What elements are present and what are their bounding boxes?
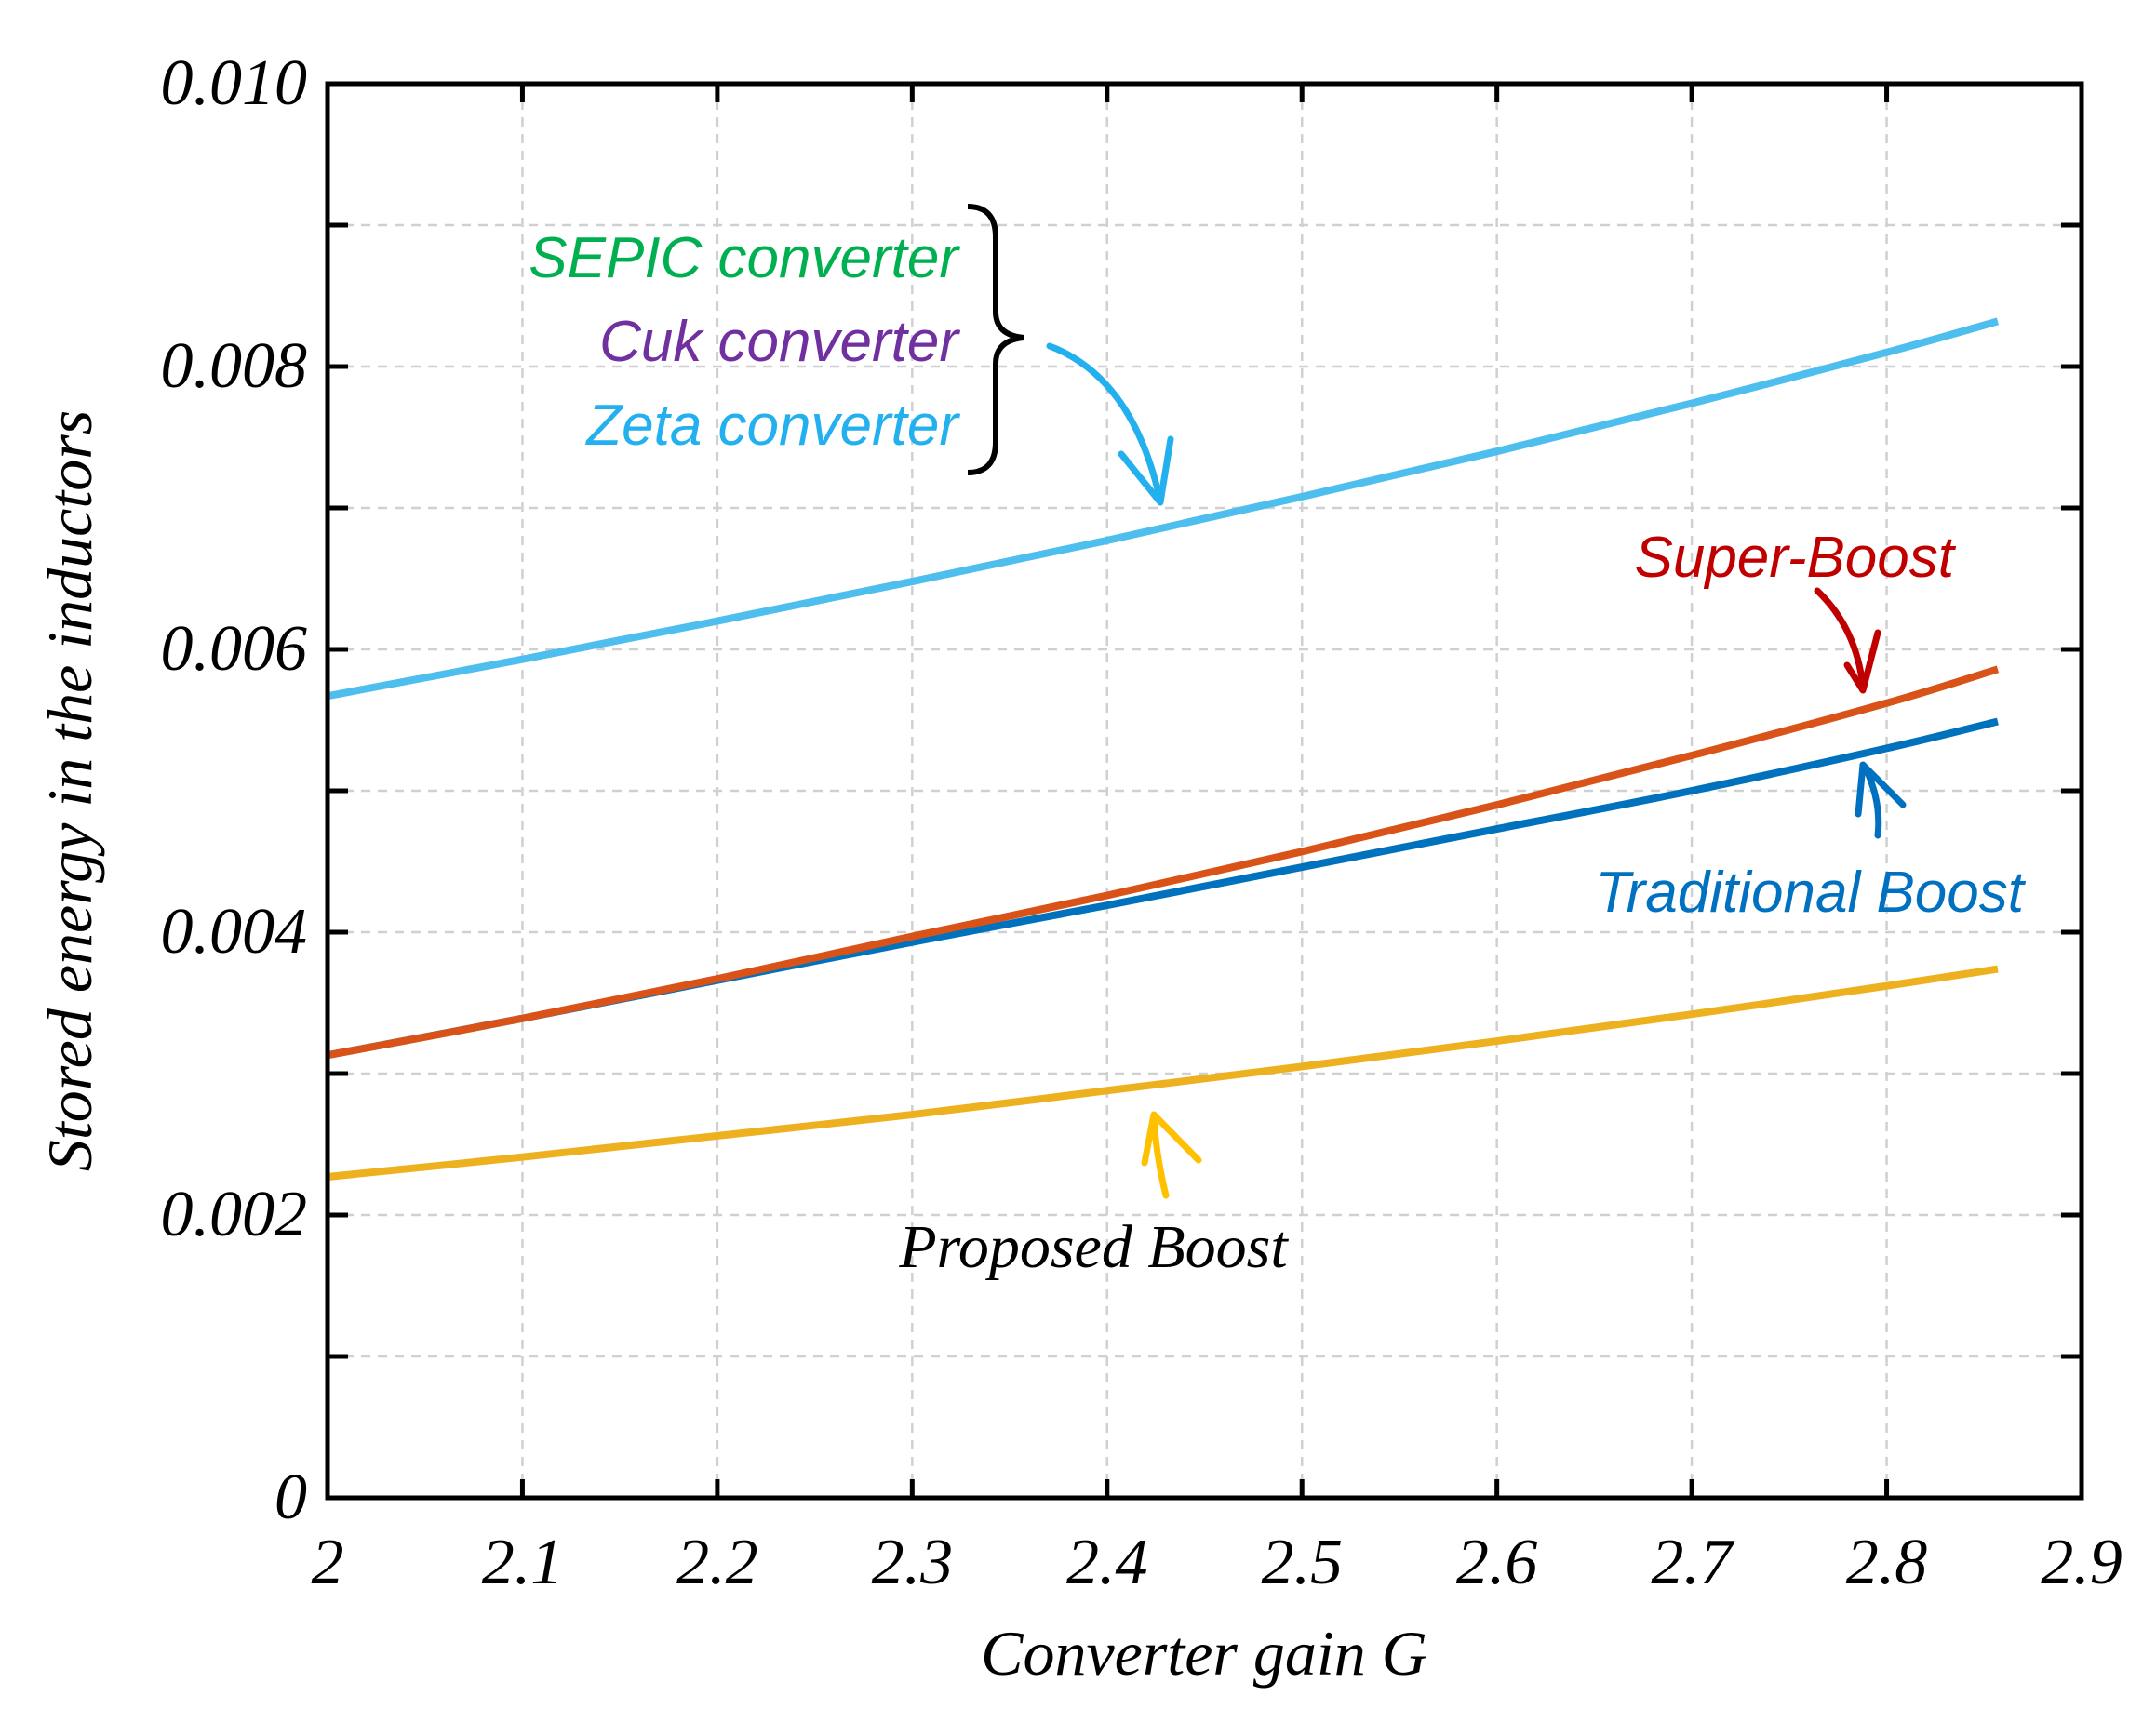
annotation-zeta: Zeta converter [584,394,960,458]
annotation-proposed-boost: Proposed Boost [898,1213,1289,1281]
x-tick-label: 2.2 [676,1527,758,1598]
x-tick-label: 2.8 [1846,1527,1928,1598]
x-tick-label: 2.9 [2041,1527,2123,1598]
annotation-arrow-zeta [1046,342,1162,497]
series-layer [327,317,2000,1181]
x-tick-label: 2.6 [1456,1527,1538,1598]
annotation-arrow-super-boost [1814,587,1867,690]
x-tick-label: 2.3 [872,1527,954,1598]
annotation-sepic: SEPIC converter [529,226,960,290]
ticks [325,81,2084,1501]
arrowhead-zeta-icon [1118,435,1174,506]
y-tick-label: 0 [275,1462,307,1533]
series-line-super-boost [327,665,2000,1060]
x-tick-label: 2.5 [1261,1527,1343,1598]
x-tick-label: 2 [312,1527,344,1598]
y-tick-label: 0.004 [161,896,308,968]
x-axis-title: Converter gain G [981,1618,1427,1689]
tick-labels: 2 2.1 2.2 2.3 2.4 2.5 2.6 2.7 2.8 2.9 0 0.002 0.004 0… [161,47,2123,1598]
arrowhead-proposed-boost-icon [1141,1111,1202,1167]
annotation-traditional-boost: Traditional Boost [1595,861,2026,925]
y-tick-label: 0.010 [161,47,308,119]
brace-icon [967,204,1024,475]
y-tick-label: 0.008 [161,330,308,402]
annotation-super-boost: Super-Boost [1634,526,1956,590]
arrowhead-traditional-boost-icon [1855,761,1907,818]
x-tick-label: 2.1 [482,1527,564,1598]
arrowhead-super-boost-icon [1843,629,1881,694]
y-tick-label: 0.006 [161,613,308,685]
y-axis-title: Stored energy in the inductors [34,410,105,1171]
y-tick-label: 0.002 [161,1179,308,1250]
annotation-cuk: Cuk converter [599,310,960,374]
series-line-proposed-boost [327,965,1999,1181]
x-tick-label: 2.4 [1066,1527,1148,1598]
x-tick-label: 2.7 [1651,1527,1735,1598]
series-line-zeta-converter [327,317,2000,701]
